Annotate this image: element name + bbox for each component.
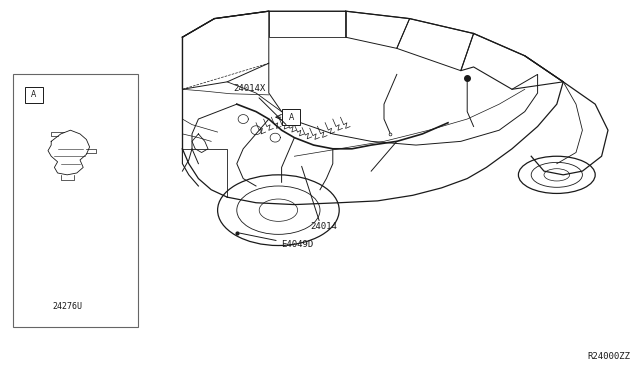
Bar: [13, 74, 138, 327]
Text: 24014X: 24014X: [234, 84, 286, 125]
Text: 24014: 24014: [310, 222, 337, 231]
Bar: [25, 87, 43, 103]
Text: 24276U: 24276U: [52, 302, 82, 311]
Text: A: A: [289, 113, 294, 122]
Bar: [282, 109, 300, 125]
Text: A: A: [31, 90, 36, 99]
Text: R24000ZZ: R24000ZZ: [588, 352, 630, 361]
Text: E4049D: E4049D: [239, 233, 314, 249]
